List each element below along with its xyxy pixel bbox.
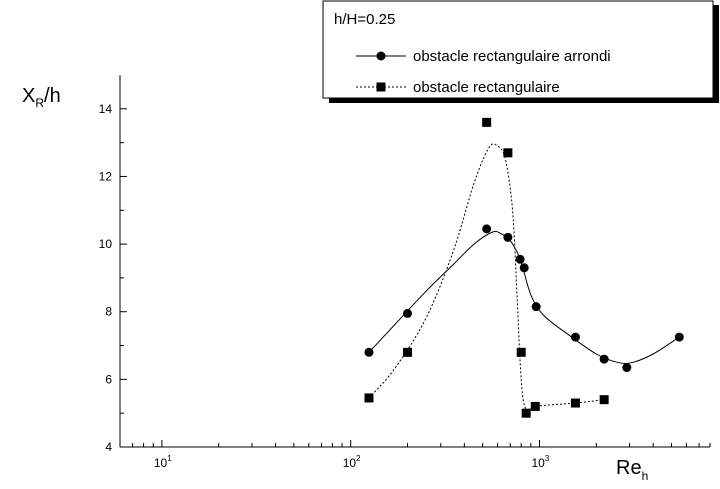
data-point-square [521,408,531,418]
svg-text:XR/h: XR/h [22,85,61,110]
legend-box [322,0,714,99]
x-tick-label: 103 [531,454,549,470]
data-point-circle [482,224,492,234]
legend-title: h/H=0.25 [334,11,395,28]
data-point-square [503,148,513,158]
data-point-circle [570,332,580,342]
axes [119,75,710,448]
data-point-square [516,347,526,357]
legend-label-arrondi: obstacle rectangulaire arrondi [413,48,611,65]
data-point-circle [622,363,632,373]
data-point-circle [599,354,609,364]
x-axis-title-sub: h [642,469,649,483]
y-tick-label: 8 [105,305,112,319]
y-axis-title-main: X [22,85,35,107]
data-point-circle [503,232,513,242]
x-tick-label-base: 10 [531,456,545,470]
x-tick-label-base: 10 [154,456,168,470]
data-point-square [599,395,609,405]
x-tick-label: 102 [343,454,361,470]
y-tick-label: 4 [105,440,112,454]
legend-marker-rectangulaire [376,82,386,92]
series-line [368,230,680,365]
y-ticks: 4 6 8 10 12 14 [99,102,127,454]
x-tick-label-base: 10 [343,456,357,470]
legend-entry-arrondi: obstacle rectangulaire arrondi [356,48,611,65]
series-line [368,143,605,413]
x-tick-label: 101 [154,454,172,470]
data-point-square [530,401,540,411]
data-point-circle [531,302,541,312]
y-axis-title: XR/h [22,85,61,110]
data-point-circle [403,308,413,318]
x-tick-label-exponent: 1 [167,454,172,463]
x-axis-title: Reh [616,457,648,483]
data-point-circle [519,263,529,273]
data-point-circle [364,347,374,357]
legend-label-rectangulaire: obstacle rectangulaire [413,79,560,96]
y-tick-label: 12 [99,169,113,183]
data-point-square [570,398,580,408]
legend: h/H=0.25 obstacle rectangulaire arrondi … [322,0,719,103]
series-layer [364,117,684,418]
x-ticks: 101 102 103 [119,440,711,470]
svg-text:Reh: Reh [616,457,648,483]
x-axis-title-main: Re [616,457,642,479]
legend-entry-rectangulaire: obstacle rectangulaire [356,79,560,96]
y-axis-title-sub: R [35,96,44,110]
data-point-square [364,393,374,403]
data-point-circle [674,332,684,342]
y-tick-label: 6 [105,372,112,386]
legend-marker-arrondi [376,51,386,61]
y-tick-label: 14 [99,102,113,116]
data-point-square [403,347,413,357]
y-axis-title-suffix: /h [44,85,61,107]
data-point-square [482,117,492,127]
x-tick-label-exponent: 3 [545,454,550,463]
x-tick-label-exponent: 2 [356,454,361,463]
data-point-circle [515,254,525,264]
series-rectangulaire [364,117,609,418]
y-tick-label: 10 [99,237,113,251]
